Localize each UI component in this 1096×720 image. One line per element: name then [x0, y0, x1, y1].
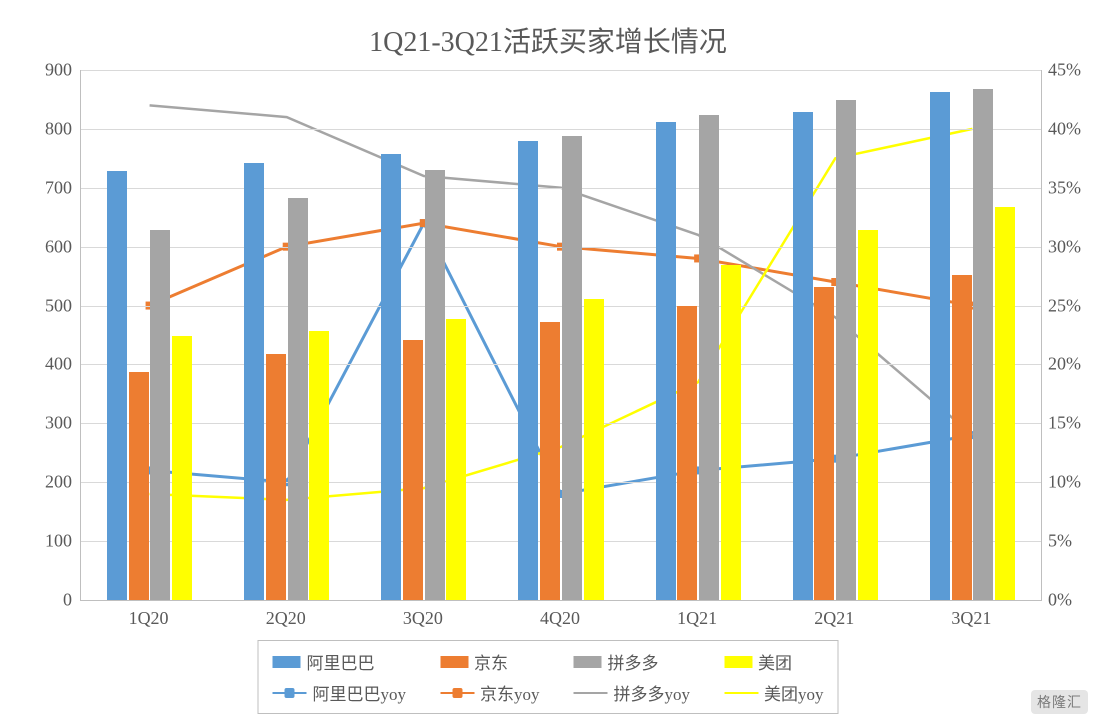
legend-label: 阿里巴巴yoy: [313, 680, 407, 705]
chart-title: 1Q21-3Q21活跃买家增长情况: [0, 20, 1096, 60]
legend-swatch: [574, 656, 602, 668]
legend-label: 京东yoy: [480, 680, 540, 705]
legend-swatch: [724, 656, 752, 668]
legend-item: 阿里巴巴yoy: [273, 680, 407, 705]
bar-美团: [172, 336, 192, 600]
bar-拼多多: [562, 136, 582, 600]
bar-阿里巴巴: [107, 171, 127, 600]
bar-阿里巴巴: [930, 92, 950, 600]
y-right-tick: 20%: [1048, 354, 1096, 375]
legend-line-swatch: [724, 686, 758, 700]
bar-京东: [952, 275, 972, 600]
y-right-tick: 15%: [1048, 413, 1096, 434]
y-left-tick: 200: [22, 472, 72, 493]
bar-京东: [403, 340, 423, 600]
y-right-tick: 30%: [1048, 236, 1096, 257]
gridline: [81, 70, 1041, 71]
x-tick: 4Q20: [540, 608, 580, 629]
bar-拼多多: [699, 115, 719, 600]
y-right-tick: 35%: [1048, 177, 1096, 198]
bar-拼多多: [425, 170, 445, 600]
bar-京东: [814, 287, 834, 600]
bar-美团: [858, 230, 878, 600]
y-right-tick: 40%: [1048, 118, 1096, 139]
legend-label: 拼多多yoy: [614, 680, 691, 705]
gridline: [81, 129, 1041, 130]
y-left-tick: 800: [22, 118, 72, 139]
bar-美团: [446, 319, 466, 600]
x-tick: 1Q21: [677, 608, 717, 629]
bar-美团: [584, 299, 604, 600]
bar-京东: [129, 372, 149, 600]
bar-京东: [677, 306, 697, 600]
bar-阿里巴巴: [793, 112, 813, 600]
bar-阿里巴巴: [518, 141, 538, 600]
bar-京东: [266, 354, 286, 600]
y-right-tick: 10%: [1048, 472, 1096, 493]
watermark: 格隆汇: [1031, 690, 1088, 714]
legend-swatch: [273, 656, 301, 668]
x-tick: 3Q20: [403, 608, 443, 629]
y-right-tick: 45%: [1048, 60, 1096, 81]
legend-swatch: [440, 656, 468, 668]
legend-item: 拼多多: [574, 649, 691, 674]
legend-item: 京东yoy: [440, 680, 540, 705]
legend-item: 阿里巴巴: [273, 649, 407, 674]
y-left-tick: 100: [22, 531, 72, 552]
chart-container: 1Q21-3Q21活跃买家增长情况 0 100 200 300 400 500 600 700…: [0, 0, 1096, 720]
legend-item: 美团: [724, 649, 824, 674]
y-left-tick: 900: [22, 60, 72, 81]
legend-item: 拼多多yoy: [574, 680, 691, 705]
bar-拼多多: [973, 89, 993, 600]
y-right-tick: 25%: [1048, 295, 1096, 316]
legend-label: 拼多多: [608, 649, 659, 674]
x-tick: 3Q21: [951, 608, 991, 629]
plot-area: [80, 70, 1042, 601]
x-tick: 2Q20: [266, 608, 306, 629]
bar-美团: [721, 265, 741, 600]
y-left-tick: 700: [22, 177, 72, 198]
legend-label: 美团yoy: [764, 680, 824, 705]
legend-label: 京东: [474, 649, 508, 674]
bar-美团: [309, 331, 329, 600]
bar-阿里巴巴: [244, 163, 264, 600]
bar-拼多多: [288, 198, 308, 600]
legend-line-swatch: [273, 686, 307, 700]
y-left-tick: 0: [22, 590, 72, 611]
bar-拼多多: [150, 230, 170, 600]
legend-label: 阿里巴巴: [307, 649, 375, 674]
x-tick: 1Q20: [129, 608, 169, 629]
bar-阿里巴巴: [381, 154, 401, 600]
y-left-tick: 400: [22, 354, 72, 375]
legend-line-swatch: [574, 686, 608, 700]
bar-京东: [540, 322, 560, 600]
legend-label: 美团: [758, 649, 792, 674]
bar-阿里巴巴: [656, 122, 676, 600]
legend-item: 美团yoy: [724, 680, 824, 705]
y-left-tick: 300: [22, 413, 72, 434]
y-left-tick: 500: [22, 295, 72, 316]
y-right-tick: 0%: [1048, 590, 1096, 611]
y-right-tick: 5%: [1048, 531, 1096, 552]
legend: 阿里巴巴 京东 拼多多 美团阿里巴巴yoy 京东yoy 拼多多yoy 美团yoy: [258, 640, 839, 714]
x-tick: 2Q21: [814, 608, 854, 629]
legend-line-swatch: [440, 686, 474, 700]
legend-item: 京东: [440, 649, 540, 674]
bar-拼多多: [836, 100, 856, 600]
y-left-tick: 600: [22, 236, 72, 257]
bar-美团: [995, 207, 1015, 600]
